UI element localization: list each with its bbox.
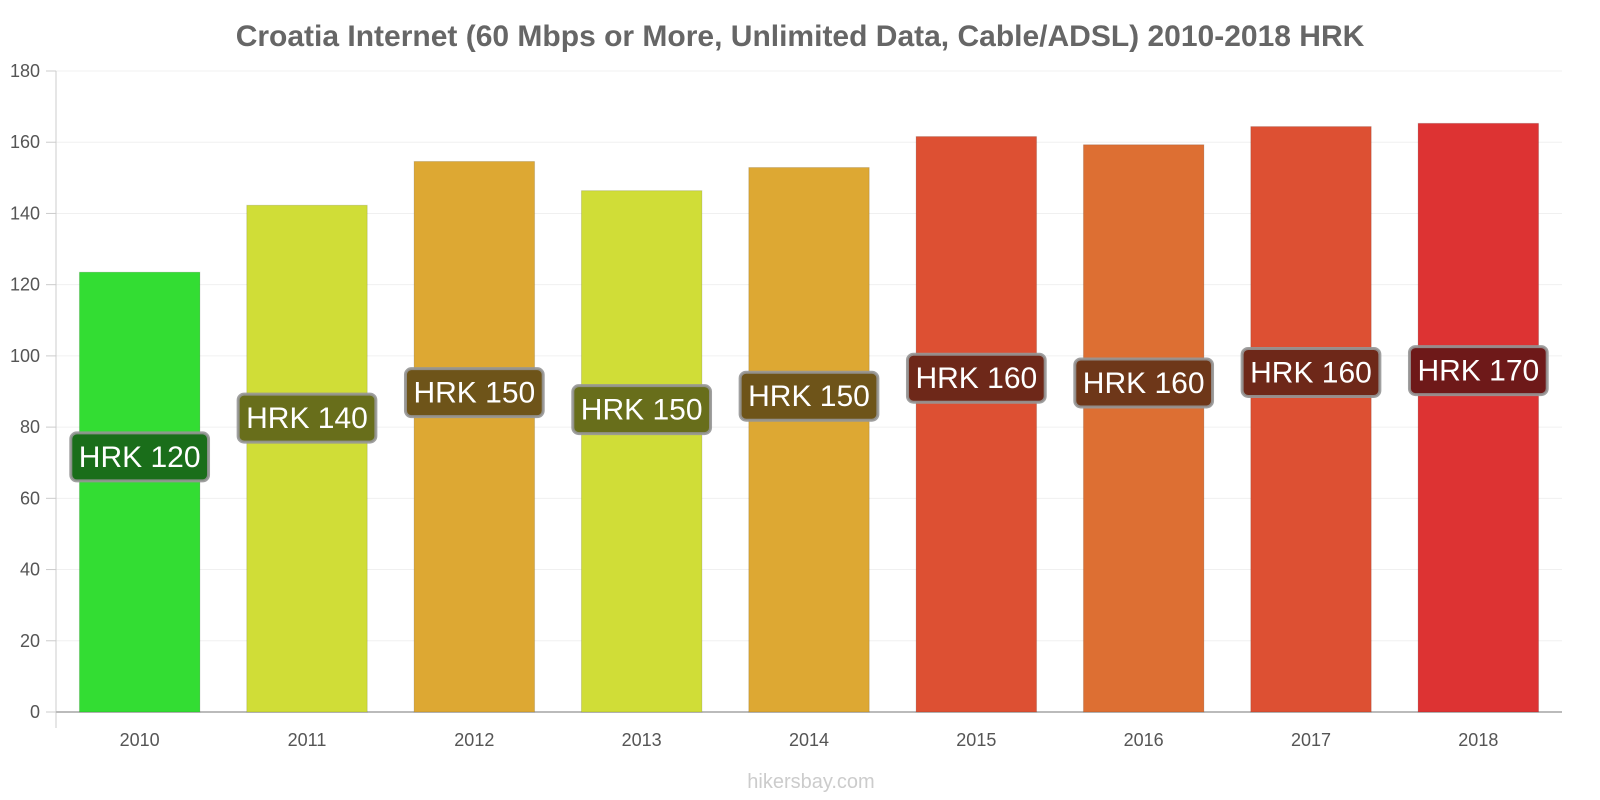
data-labels: HRK 120 HRK 140 HRK 150 HRK 150 HRK 150 HRK 1… (69, 345, 1549, 483)
x-tick-label: 2014 (789, 730, 829, 750)
bar-2017 (1250, 126, 1372, 713)
x-tick-label: 2011 (288, 730, 327, 750)
data-label-text: HRK 170 (1417, 355, 1539, 388)
data-label-box (236, 392, 378, 444)
x-tick-label: 2016 (1124, 730, 1164, 750)
data-label-box (905, 352, 1047, 404)
data-label-text: HRK 140 (246, 402, 368, 435)
chart-title: Croatia Internet (60 Mbps or More, Unlim… (236, 20, 1365, 53)
bar-2013 (580, 190, 703, 713)
bars (78, 122, 1540, 713)
x-tick-label: 2012 (454, 730, 494, 750)
bar-2018 (1417, 122, 1540, 713)
data-label-box (738, 370, 880, 422)
data-label-2012: HRK 150 (403, 367, 545, 419)
y-tick-label: 60 (20, 488, 40, 508)
y-tick-label: 80 (20, 417, 40, 437)
bar-2015 (915, 136, 1038, 713)
y-tick-label: 20 (20, 631, 40, 651)
y-tick-label: 160 (10, 132, 40, 152)
data-label-2013: HRK 150 (571, 384, 713, 436)
watermark-text: hikersbay.com (747, 771, 874, 793)
data-label-box (403, 367, 545, 419)
y-tick-label: 180 (10, 61, 40, 81)
data-label-text: HRK 150 (413, 377, 535, 410)
data-label-2010: HRK 120 (69, 431, 211, 483)
data-label-2017: HRK 160 (1240, 346, 1382, 398)
bar-2011 (246, 204, 368, 713)
data-label-text: HRK 120 (79, 441, 201, 474)
axes: 0 20 40 60 80 100 120 140 160 180 2010 2011 2012 2013… (10, 61, 1562, 750)
data-label-box (69, 431, 211, 483)
x-tick-label: 2017 (1291, 730, 1331, 750)
data-label-box (571, 384, 713, 436)
data-label-2016: HRK 160 (1073, 357, 1215, 409)
x-tick-label: 2018 (1458, 730, 1498, 750)
data-label-text: HRK 160 (915, 362, 1037, 395)
data-label-text: HRK 160 (1250, 356, 1372, 389)
y-tick-label: 120 (10, 275, 40, 295)
y-tick-label: 100 (10, 346, 40, 366)
bar-2014 (748, 167, 870, 713)
y-tick-label: 0 (30, 702, 40, 722)
y-tick-label: 140 (10, 203, 40, 223)
bar-2010 (78, 271, 201, 713)
y-tick-label: 40 (20, 560, 40, 580)
data-label-2014: HRK 150 (738, 370, 880, 422)
data-label-text: HRK 150 (748, 380, 870, 413)
data-label-box (1407, 345, 1549, 397)
x-tick-label: 2013 (622, 730, 662, 750)
bar-2016 (1082, 144, 1205, 713)
bar-2012 (413, 160, 536, 713)
data-label-text: HRK 150 (581, 394, 703, 427)
x-tick-label: 2010 (120, 730, 160, 750)
data-label-box (1073, 357, 1215, 409)
data-label-box (1240, 346, 1382, 398)
data-label-2015: HRK 160 (905, 352, 1047, 404)
data-label-2011: HRK 140 (236, 392, 378, 444)
x-tick-label: 2015 (956, 730, 996, 750)
data-label-2018: HRK 170 (1407, 345, 1549, 397)
data-label-text: HRK 160 (1083, 367, 1205, 400)
